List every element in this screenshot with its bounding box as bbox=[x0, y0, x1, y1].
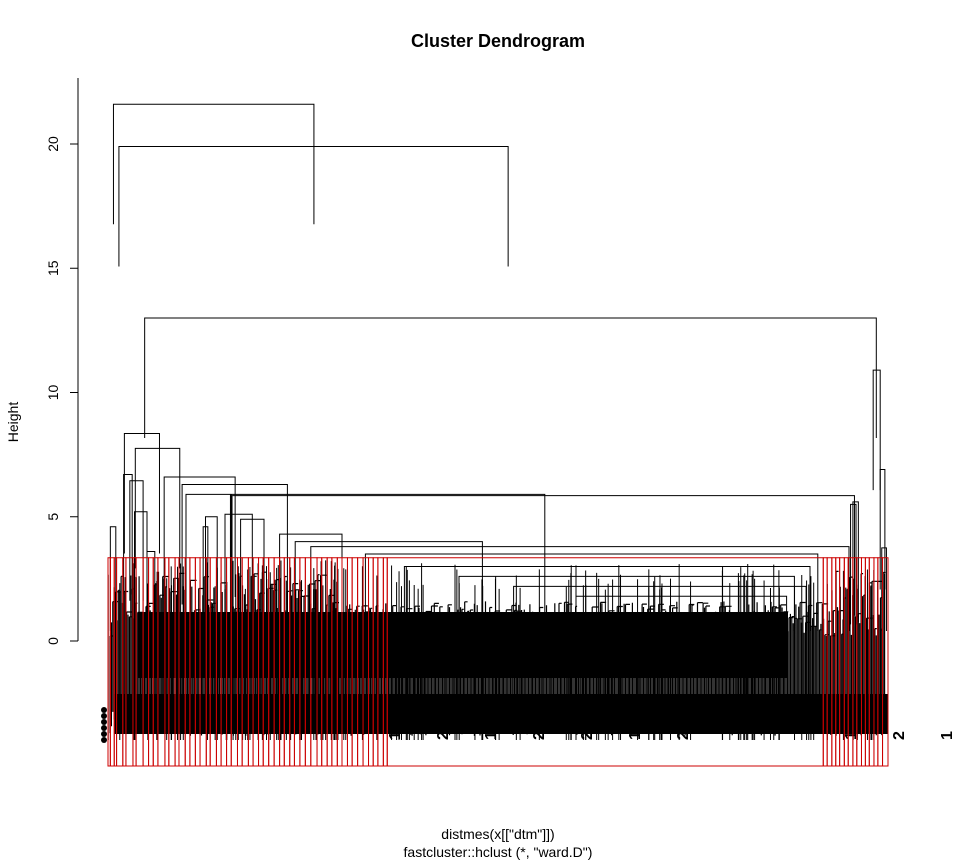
leaf-label: 2 bbox=[891, 731, 908, 740]
merge-link bbox=[879, 469, 886, 590]
y-axis: 0 5 10 15 20 bbox=[45, 78, 79, 645]
leaf-label: 2 bbox=[531, 731, 548, 740]
leaf-label-dot bbox=[101, 737, 107, 743]
merge-link bbox=[458, 575, 795, 632]
leaf-label: 2 bbox=[675, 731, 692, 740]
leaf-label: 1 bbox=[387, 731, 404, 740]
merge-link bbox=[146, 551, 156, 632]
method-subtitle: fastcluster::hclust (*, "ward.D") bbox=[404, 844, 593, 860]
dendrogram-tree bbox=[109, 103, 887, 632]
leaf-label: 2 bbox=[579, 731, 596, 740]
merge-link bbox=[118, 145, 509, 267]
cluster-boxes bbox=[107, 557, 889, 767]
y-tick-label: 10 bbox=[45, 385, 61, 401]
chart-title: Cluster Dendrogram bbox=[411, 31, 585, 51]
merge-link bbox=[123, 474, 133, 595]
merge-link bbox=[231, 495, 855, 616]
leaf-label-dot bbox=[101, 719, 107, 725]
leaf-label-band bbox=[114, 694, 888, 734]
merge-link bbox=[224, 513, 253, 632]
cluster-box bbox=[882, 557, 889, 767]
merge-link bbox=[129, 480, 144, 601]
y-axis-label: Height bbox=[5, 402, 21, 443]
merge-link bbox=[294, 541, 483, 632]
merge-link bbox=[575, 595, 788, 632]
leaf-label-dot bbox=[101, 731, 107, 737]
leaf-label: 1 bbox=[627, 731, 644, 740]
merge-link bbox=[112, 103, 315, 225]
x-axis-label: distmes(x[["dtm"]]) bbox=[441, 826, 554, 842]
leaf-label: 1 bbox=[939, 731, 956, 740]
leaf-label-dot bbox=[101, 713, 107, 719]
merge-link bbox=[163, 476, 236, 597]
leaf-label: 2 bbox=[435, 731, 452, 740]
merge-link bbox=[513, 585, 807, 632]
merge-link bbox=[181, 483, 288, 605]
merge-link bbox=[123, 433, 160, 554]
merge-link bbox=[872, 369, 881, 491]
merge-link bbox=[881, 547, 887, 632]
merge-link bbox=[144, 317, 877, 438]
merge-link bbox=[240, 518, 265, 632]
leaf-labels: 1 2 1 2 2 1 2 1 2 1 bbox=[101, 707, 956, 743]
merge-link bbox=[134, 447, 181, 569]
y-tick-label: 20 bbox=[45, 136, 61, 152]
merge-link bbox=[202, 526, 209, 632]
leaf-dense-band bbox=[138, 612, 788, 678]
leaf-label: 1 bbox=[483, 731, 500, 740]
leaf-label: 1 bbox=[843, 731, 860, 740]
merge-link bbox=[185, 493, 231, 615]
merge-link bbox=[850, 503, 857, 625]
merge-link bbox=[403, 565, 811, 632]
y-tick-label: 5 bbox=[45, 513, 61, 521]
leaf-label-dot bbox=[101, 707, 107, 713]
merge-link bbox=[205, 516, 218, 632]
leaf-label-dot bbox=[101, 725, 107, 731]
merge-link bbox=[364, 553, 819, 632]
y-tick-label: 0 bbox=[45, 637, 61, 645]
y-tick-label: 15 bbox=[45, 260, 61, 276]
